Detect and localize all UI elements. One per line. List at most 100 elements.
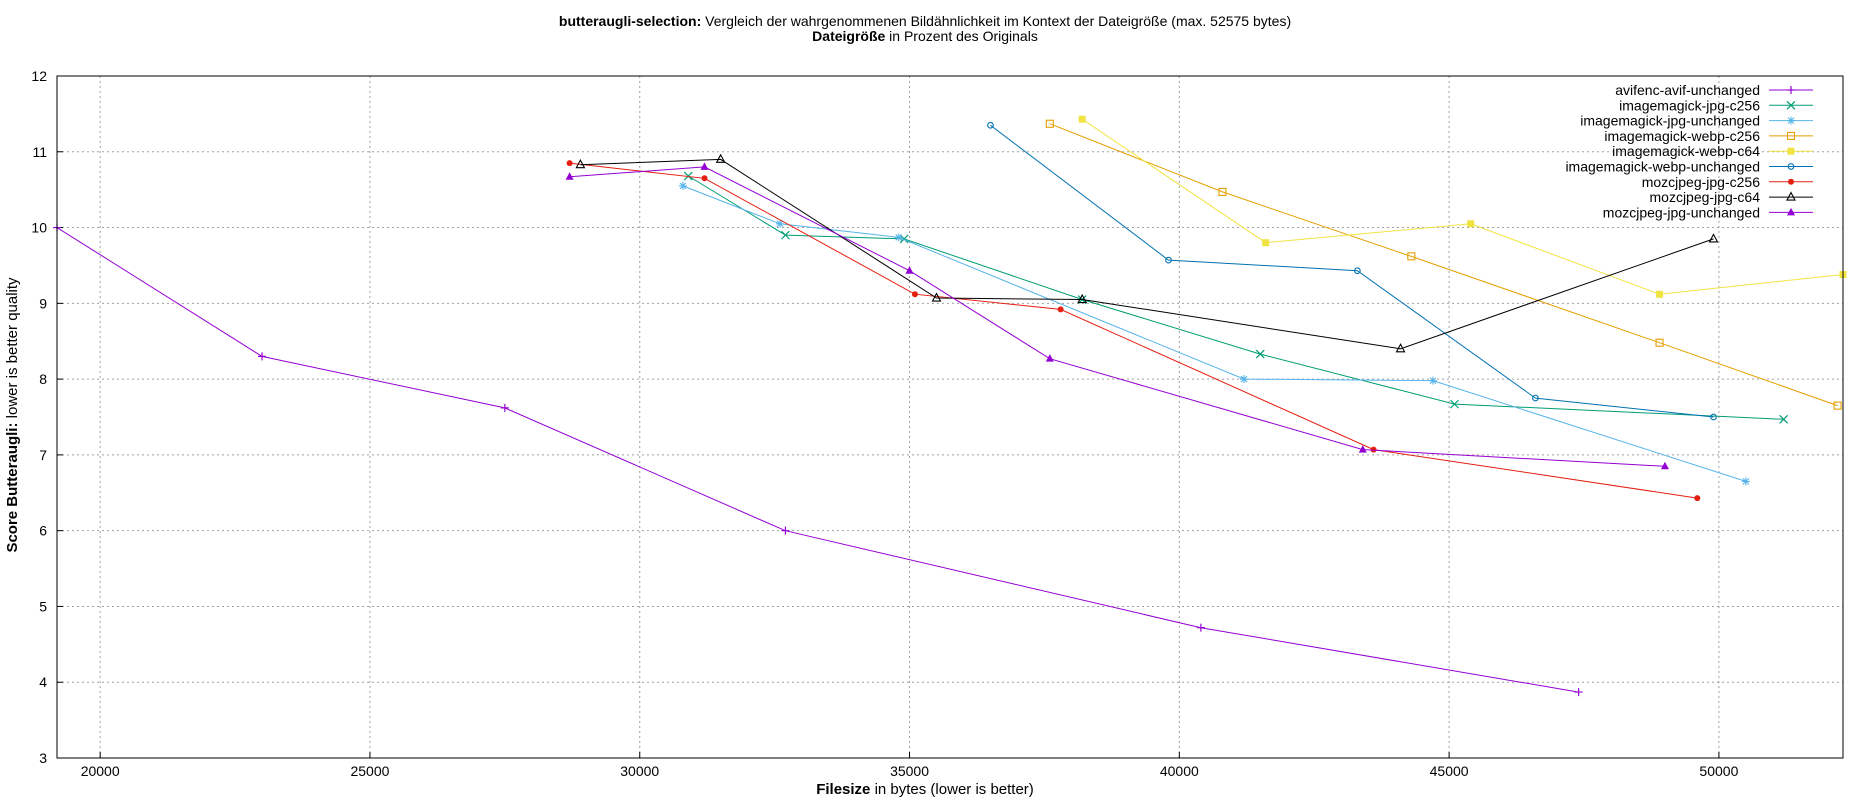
legend-marker [1786, 191, 1796, 201]
grid [57, 76, 1843, 758]
series-line [580, 158, 1714, 350]
data-point [1532, 394, 1539, 402]
data-point [1660, 461, 1669, 470]
data-point [678, 181, 687, 190]
legend-marker [1787, 116, 1795, 125]
y-tick-label: 12 [31, 68, 47, 84]
data-point [905, 266, 914, 274]
data-point [1656, 290, 1664, 298]
legend-entry: imagemagick-webp-c256 [1604, 128, 1813, 144]
data-point [1407, 252, 1416, 261]
x-tick-label: 45000 [1430, 763, 1469, 779]
chart-title-bold: butteraugli-selection: [559, 13, 701, 29]
series-avifenc-avif-unchanged [53, 223, 1583, 697]
legend-label: imagemagick-webp-c256 [1604, 128, 1760, 144]
series-line [990, 124, 1714, 418]
data-point [1358, 445, 1367, 453]
x-axis-label-bold: Filesize [816, 781, 870, 798]
data-point [1708, 233, 1719, 243]
data-point [1655, 338, 1664, 347]
legend-label: imagemagick-webp-c64 [1612, 143, 1760, 159]
data-point [1045, 119, 1054, 128]
data-point [1165, 256, 1172, 264]
data-point [1710, 413, 1717, 421]
data-point [1779, 414, 1789, 424]
data-point [1057, 306, 1064, 313]
y-tick-label: 4 [39, 674, 47, 690]
legend: avifenc-avif-unchangedimagemagick-jpg-c2… [1565, 82, 1813, 220]
data-point [1833, 401, 1842, 410]
data-point [701, 175, 708, 182]
legend-marker [1786, 131, 1796, 140]
data-point [565, 172, 574, 180]
data-point [1395, 343, 1406, 353]
data-point [566, 160, 573, 167]
data-point [1370, 446, 1377, 453]
series-imagemagick-webp-c256 [1045, 119, 1842, 410]
data-point [776, 219, 785, 228]
data-point [1467, 220, 1475, 228]
series-imagemagick-jpg-unchanged [678, 181, 1750, 486]
x-tick-label: 25000 [350, 763, 389, 779]
plot-frame [56, 75, 1844, 759]
legend-marker [1787, 86, 1795, 94]
data-point [1255, 349, 1265, 359]
data-point [500, 403, 509, 412]
legend-entry: imagemagick-webp-c64 [1612, 143, 1813, 159]
legend-entry: imagemagick-jpg-c256 [1619, 97, 1813, 113]
data-point [781, 526, 790, 535]
data-point [1218, 187, 1227, 196]
data-point [931, 292, 942, 302]
y-tick-label: 3 [39, 750, 47, 766]
chart-title-rest: Vergleich der wahrgenommenen Bildähnlich… [701, 13, 1291, 29]
y-tick-label: 11 [32, 144, 47, 160]
legend-entry: mozcjpeg-jpg-unchanged [1603, 204, 1813, 220]
data-point [1262, 239, 1270, 247]
legend-label: avifenc-avif-unchanged [1615, 82, 1760, 98]
data-point [781, 230, 790, 240]
y-tick-label: 7 [39, 447, 47, 463]
y-axis-label: Score Butteraugli: lower is better quali… [4, 277, 21, 553]
series-line [682, 185, 1747, 482]
legend-entry: imagemagick-jpg-unchanged [1580, 113, 1813, 129]
x-tick-label: 35000 [890, 763, 929, 779]
data-point [1196, 623, 1205, 632]
x-tick-label: 20000 [81, 763, 120, 779]
data-point [1428, 376, 1437, 385]
data-point [700, 162, 709, 170]
data-point [1240, 375, 1249, 384]
y-tick-label: 5 [39, 598, 47, 614]
legend-label: mozcjpeg-jpg-unchanged [1603, 204, 1760, 220]
data-point [911, 291, 918, 298]
data-point [1078, 115, 1086, 123]
top-axis-label-rest: in Prozent des Originals [885, 28, 1038, 44]
series-imagemagick-webp-unchanged [987, 121, 1717, 421]
data-point [258, 352, 267, 361]
legend-label: imagemagick-webp-unchanged [1565, 159, 1760, 175]
legend-marker [1787, 163, 1795, 170]
y-tick-label: 8 [39, 371, 47, 387]
legend-entry: avifenc-avif-unchanged [1615, 82, 1813, 98]
data-point [899, 234, 909, 244]
data-point [1574, 688, 1583, 697]
data-point [715, 153, 726, 163]
top-axis-label: Dateigröße in Prozent des Originals [812, 28, 1038, 44]
data-point [987, 121, 994, 129]
data-point [1077, 293, 1088, 304]
legend-entry: mozcjpeg-jpg-c256 [1642, 174, 1813, 190]
data-point [894, 233, 903, 242]
legend-label: imagemagick-jpg-unchanged [1580, 113, 1760, 129]
top-axis-label-bold: Dateigröße [812, 28, 885, 44]
y-tick-label: 6 [39, 523, 47, 539]
x-tick-label: 50000 [1699, 763, 1738, 779]
series-mozcjpeg-jpg-unchanged [565, 162, 1669, 470]
x-tick-label: 40000 [1160, 763, 1199, 779]
series-line [569, 166, 1665, 467]
y-axis-label-bold: Score Butteraugli: [4, 423, 21, 553]
y-axis-label-rest: lower is better quality [4, 277, 21, 423]
data-point [1354, 267, 1361, 275]
axis-ticks: 20000 25000 30000 35000 40000 45000 50000 3 4 5 6 7… [31, 68, 1738, 779]
data-point [1694, 495, 1701, 502]
